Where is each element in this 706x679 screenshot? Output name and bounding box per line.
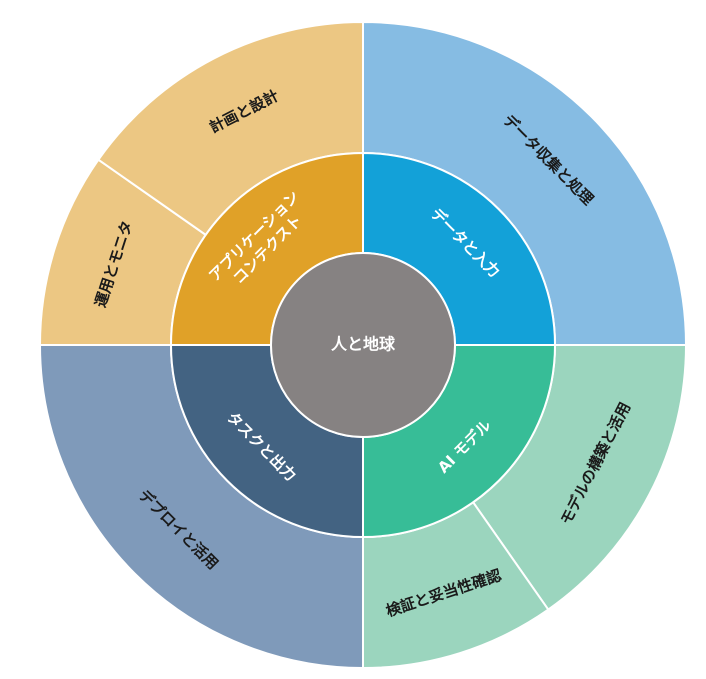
center-circle [270,252,456,438]
center-label: 人と地球 [331,335,396,354]
